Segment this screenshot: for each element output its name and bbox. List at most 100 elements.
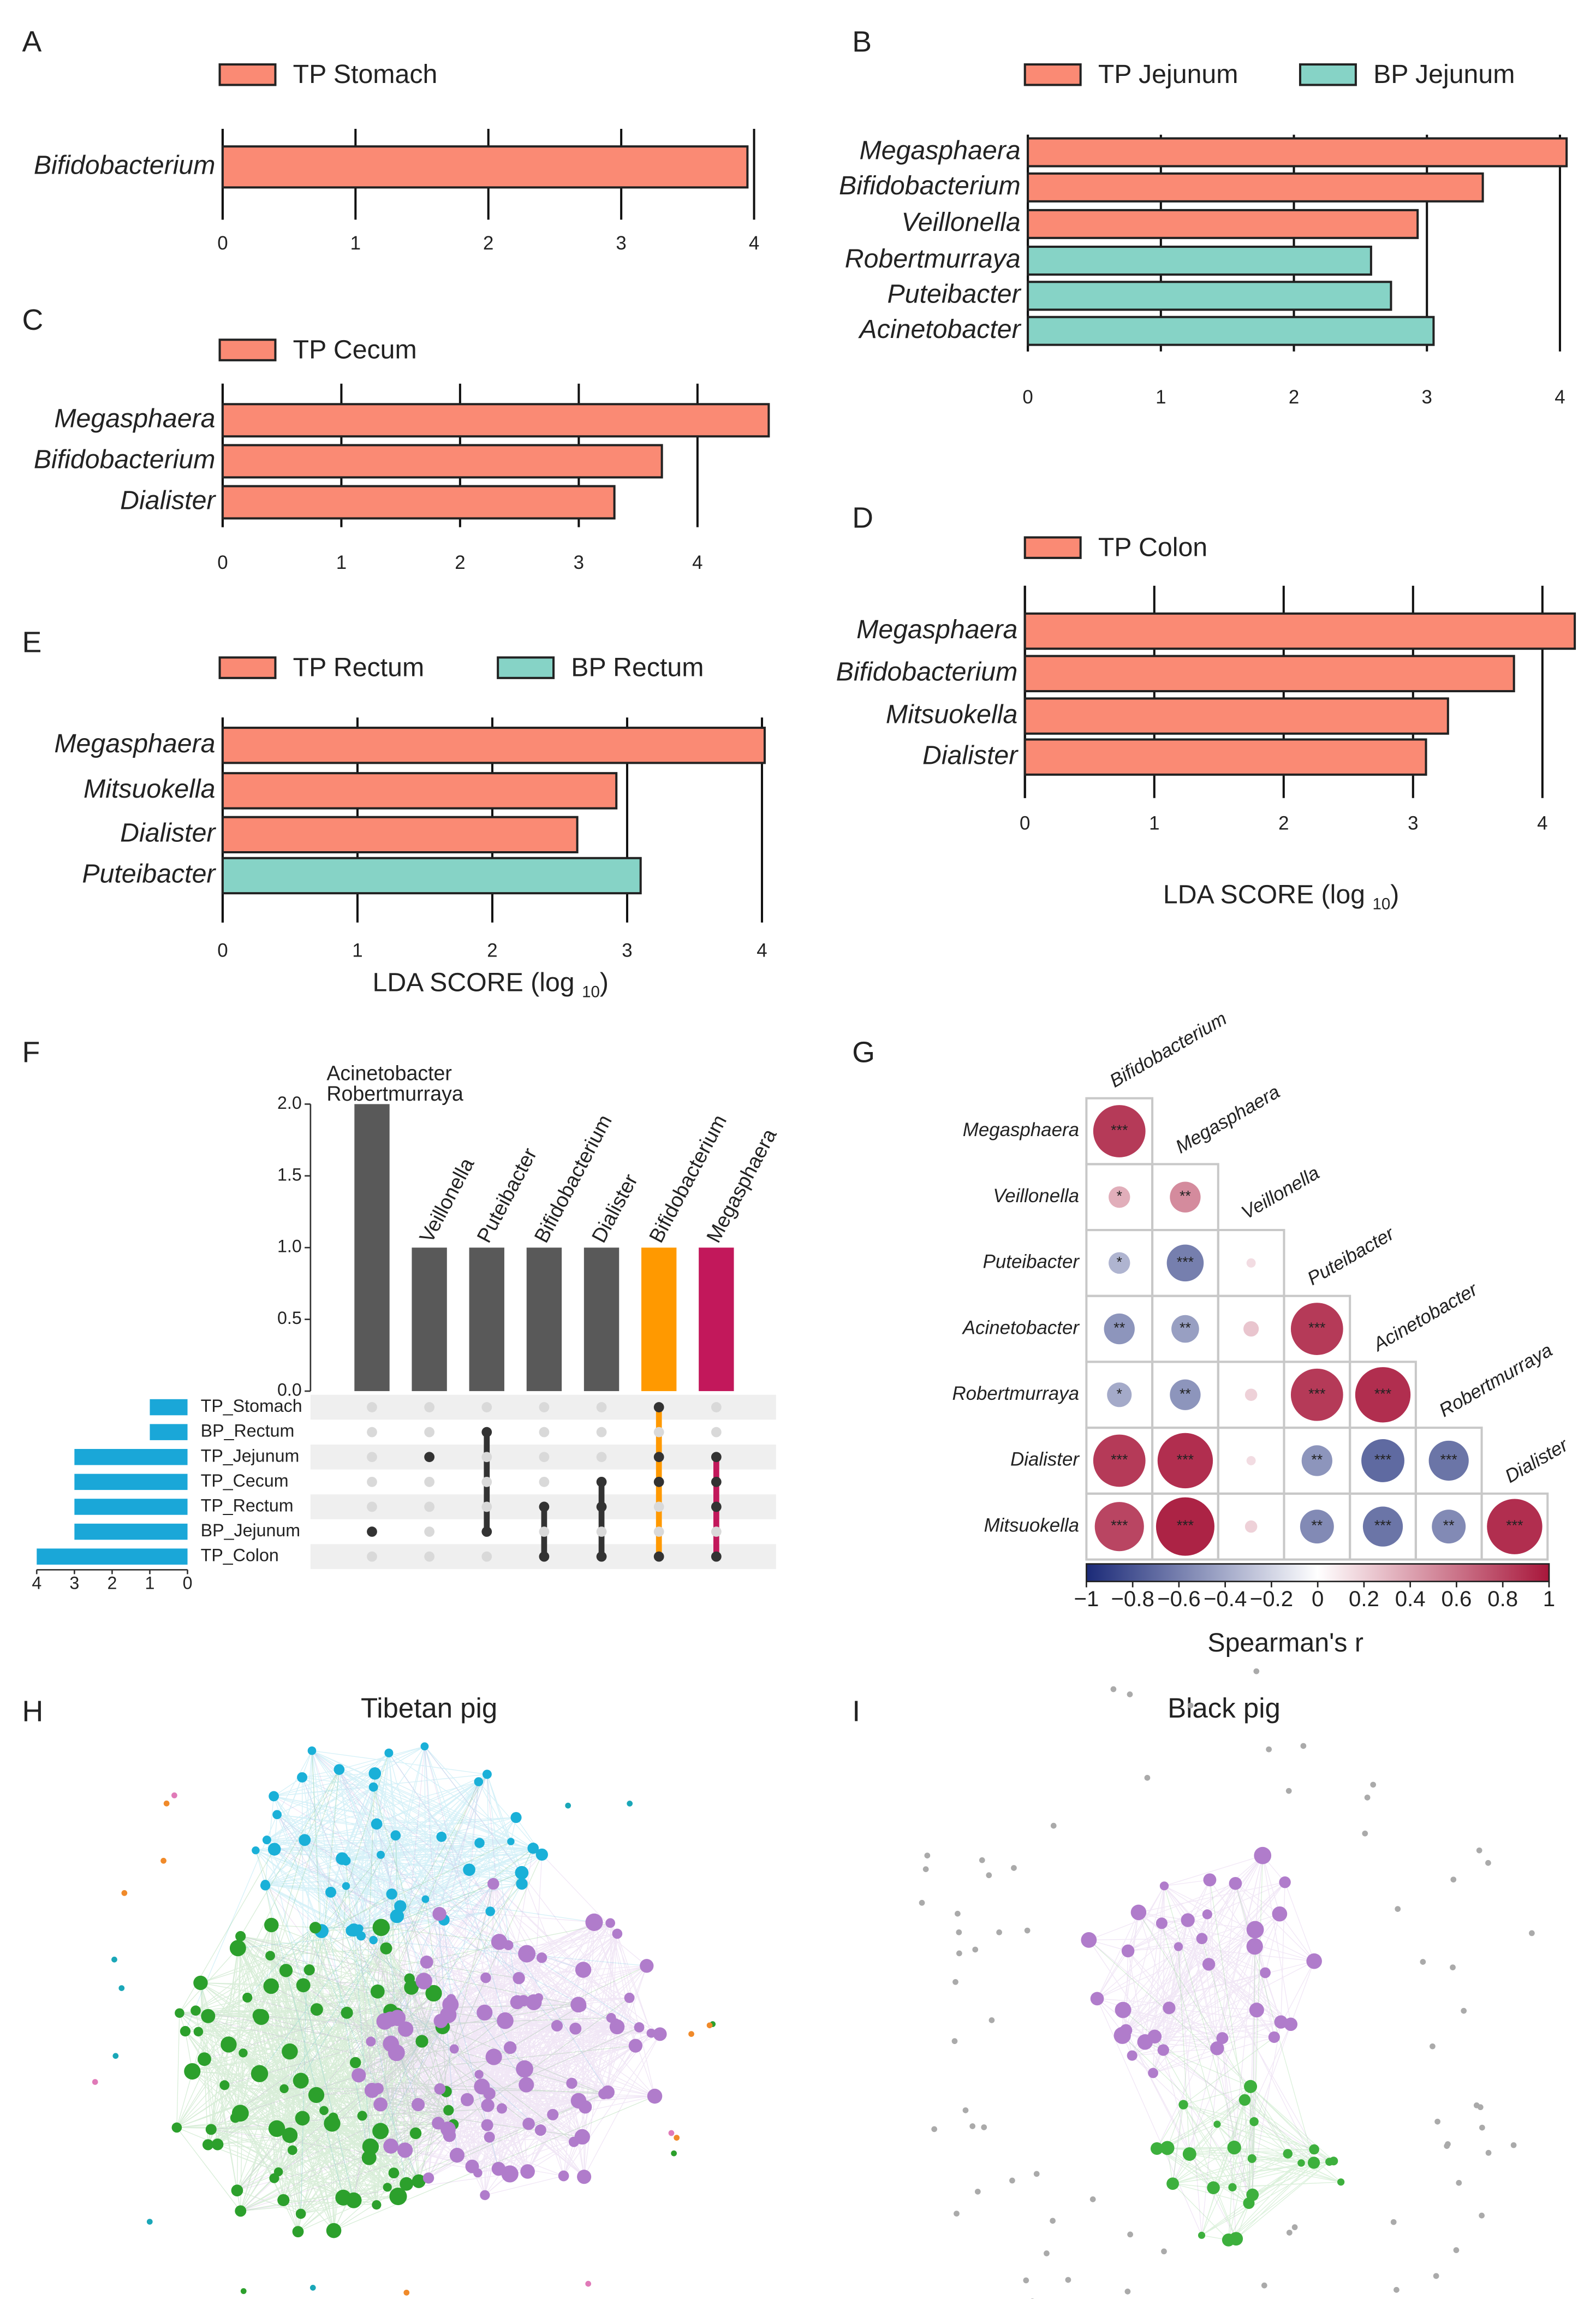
network-node — [1147, 2029, 1162, 2043]
intersection-bar — [412, 1247, 447, 1392]
matrix-dot — [481, 1526, 492, 1537]
matrix-dot — [539, 1452, 550, 1463]
network-node — [404, 1980, 419, 1995]
network-node — [403, 2289, 410, 2296]
bar — [221, 485, 616, 520]
y-tick-label: 1.5 — [277, 1165, 302, 1184]
network-node — [624, 1992, 635, 2003]
network-node — [384, 1748, 394, 1757]
network-node — [515, 1866, 529, 1880]
network-node — [380, 1942, 392, 1955]
matrix-dot — [711, 1526, 722, 1537]
network-node — [1246, 2188, 1259, 2201]
matrix-dot — [367, 1476, 377, 1487]
panel-letter: G — [852, 1036, 875, 1068]
network-node — [974, 2188, 981, 2195]
network-node — [160, 1857, 166, 1864]
matrix-dot — [367, 1501, 377, 1512]
significance: * — [1117, 1386, 1123, 1402]
network-node — [1266, 1746, 1272, 1753]
network-node — [371, 1818, 383, 1830]
network-node — [388, 2167, 400, 2178]
network-node — [1178, 2100, 1188, 2110]
network-node — [282, 2043, 298, 2060]
row-label: Puteibacter — [983, 1251, 1080, 1273]
network-node — [324, 2115, 341, 2132]
network-node — [931, 2126, 938, 2132]
network-node — [121, 1890, 128, 1896]
network-node — [267, 1843, 281, 1856]
network-node — [598, 2088, 609, 2100]
network-node — [193, 1975, 208, 1991]
significance: ** — [1180, 1188, 1191, 1204]
network-node — [335, 2189, 352, 2206]
network-node — [372, 2123, 389, 2140]
network-node — [1253, 1668, 1260, 1674]
matrix-dot — [367, 1526, 377, 1537]
network-node — [481, 2099, 495, 2112]
network-node — [979, 1857, 985, 1863]
network-node — [1174, 1942, 1183, 1951]
network-node — [432, 2117, 445, 2130]
legend-label: BP Rectum — [571, 652, 704, 682]
network-node — [671, 2150, 677, 2157]
category-label: Megasphaera — [54, 404, 215, 433]
network-node — [919, 1899, 925, 1906]
network-node — [988, 2017, 995, 2023]
matrix-dot — [596, 1526, 607, 1537]
matrix-dot — [711, 1427, 722, 1437]
network-node — [1202, 1958, 1216, 1971]
y-tick-label: 0.5 — [277, 1308, 302, 1328]
network-node — [1260, 1967, 1271, 1979]
network-node — [481, 2119, 493, 2131]
bar — [1027, 137, 1568, 168]
network-node — [443, 2129, 456, 2142]
legend-label: BP Jejunum — [1373, 60, 1515, 89]
matrix-dot — [596, 1427, 607, 1437]
network-node — [279, 1964, 293, 1977]
set-label: BP_Jejunum — [201, 1520, 300, 1540]
network-node — [263, 1978, 279, 1994]
network-node — [434, 2083, 446, 2095]
colorbar-tick-label: 0 — [1312, 1587, 1324, 1611]
network-node — [1261, 2282, 1267, 2289]
x-tick-label: 3 — [574, 552, 584, 573]
matrix-dot — [596, 1551, 607, 1562]
panel-letter: B — [852, 26, 872, 58]
significance: *** — [1374, 1517, 1392, 1534]
network-node — [962, 2107, 969, 2113]
bar — [1023, 738, 1427, 776]
matrix-dot — [711, 1402, 722, 1412]
corr-circle — [1246, 1258, 1256, 1268]
bar — [1023, 655, 1515, 692]
network-node — [432, 1906, 446, 1921]
network-node — [497, 2012, 514, 2029]
network-node — [1033, 2171, 1040, 2177]
network-node — [389, 2188, 407, 2206]
legend-swatch — [218, 656, 277, 679]
network-node — [1307, 2157, 1320, 2169]
network-node — [205, 2124, 217, 2135]
network-node — [969, 2123, 976, 2129]
network-node — [398, 2021, 414, 2037]
matrix-dot — [711, 1501, 722, 1512]
network-node — [1291, 2224, 1298, 2230]
network-node — [569, 2022, 582, 2035]
panel-letter: C — [22, 304, 43, 336]
network-node — [1227, 2140, 1241, 2155]
intersection-bar — [699, 1247, 734, 1392]
x-tick-label: 1 — [350, 233, 361, 254]
network-node — [211, 2138, 224, 2151]
category-label: Megasphaera — [856, 615, 1017, 644]
matrix-dot — [424, 1402, 435, 1412]
set-size-bar — [74, 1499, 188, 1515]
network-node — [368, 1782, 378, 1792]
column-label: Dialister — [1502, 1434, 1573, 1487]
significance: *** — [1177, 1517, 1194, 1534]
category-label: Puteibacter — [888, 280, 1022, 309]
matrix-dot — [539, 1551, 550, 1562]
network-node — [577, 2170, 592, 2184]
network-node — [634, 2022, 645, 2033]
network-node — [1222, 2233, 1235, 2247]
network-node — [221, 2036, 237, 2053]
